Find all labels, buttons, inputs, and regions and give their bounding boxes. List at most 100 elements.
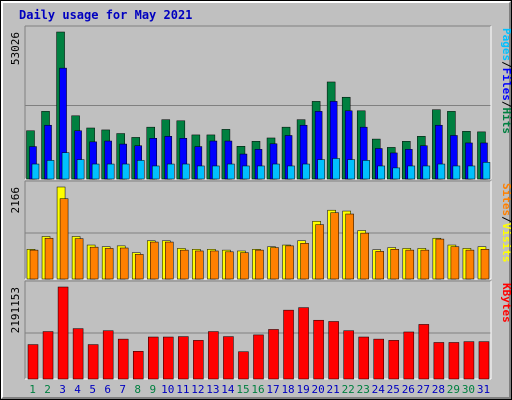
- panel-2-legend: Sites/Visits: [500, 183, 511, 263]
- sites-bar: [119, 247, 129, 280]
- day-label: 7: [119, 383, 126, 396]
- day-label: 29: [447, 383, 460, 396]
- legend-entry: Files: [500, 68, 511, 101]
- sites-bar: [180, 249, 189, 280]
- pages-bar: [287, 165, 295, 180]
- legend-entry: Pages: [500, 28, 511, 61]
- day-label: 30: [462, 383, 475, 396]
- kbytes-bar: [223, 336, 234, 380]
- sites-bar: [270, 247, 279, 280]
- pages-bar: [317, 159, 325, 180]
- kbytes-bar: [343, 330, 354, 380]
- pages-bar: [121, 163, 130, 180]
- panel-3-legend: KBytes: [500, 283, 511, 323]
- kbytes-bar: [298, 307, 309, 380]
- sites-bar: [465, 249, 475, 280]
- pages-bar: [467, 165, 476, 180]
- pages-bar: [76, 159, 85, 180]
- legend-entry: /: [500, 101, 511, 108]
- day-label: 22: [342, 383, 355, 396]
- pages-bar: [422, 165, 431, 180]
- panel-3-ymax-label: 2191153: [9, 287, 22, 333]
- sites-bar: [195, 250, 204, 280]
- pages-bar: [407, 165, 416, 180]
- pages-bar: [257, 165, 265, 180]
- sites-bar: [360, 232, 369, 280]
- day-label: 16: [251, 383, 264, 396]
- legend-entry: KBytes: [500, 283, 511, 323]
- pages-bar: [482, 162, 491, 180]
- kbytes-bar: [57, 286, 69, 380]
- pages-bar: [152, 165, 160, 180]
- pages-bar: [302, 163, 310, 180]
- pages-bar: [106, 163, 115, 180]
- pages-bar: [31, 163, 40, 180]
- pages-bar: [347, 159, 355, 180]
- legend-entry: /: [500, 216, 511, 223]
- kbytes-bar: [283, 309, 294, 380]
- sites-bar: [420, 249, 430, 280]
- pages-bar: [91, 163, 100, 180]
- day-label: 20: [312, 383, 325, 396]
- sites-bar: [165, 241, 174, 280]
- day-label: 27: [417, 383, 430, 396]
- sites-bar: [44, 237, 54, 280]
- sites-bar: [375, 251, 384, 280]
- day-label: 28: [432, 383, 445, 396]
- panel-1-legend: Pages/Files/Hits: [500, 28, 511, 134]
- legend-entry: Hits: [500, 108, 511, 135]
- pages-bar: [197, 165, 205, 180]
- kbytes-bar: [238, 351, 249, 380]
- sites-bar: [345, 213, 354, 280]
- kbytes-bar: [178, 336, 189, 380]
- panel-1-ymax-label: 53026: [9, 32, 22, 65]
- pages-bar: [182, 163, 190, 180]
- pages-bar: [167, 163, 175, 180]
- pages-bar: [377, 165, 385, 180]
- sites-bar: [435, 238, 445, 280]
- sites-bar: [89, 246, 99, 280]
- sites-bar: [134, 254, 144, 280]
- sites-bar: [150, 241, 159, 280]
- day-label: 6: [104, 383, 111, 396]
- pages-bar: [242, 165, 250, 180]
- kbytes-bar: [163, 336, 174, 380]
- day-label: 12: [191, 383, 204, 396]
- day-label: 1: [29, 383, 36, 396]
- sites-bar: [330, 212, 339, 280]
- kbytes-bar: [117, 338, 129, 380]
- day-label: 25: [387, 383, 400, 396]
- day-label: 26: [402, 383, 415, 396]
- day-label: 14: [221, 383, 235, 396]
- pages-bar: [332, 158, 340, 180]
- day-label: 2: [44, 383, 51, 396]
- sites-bar: [285, 245, 294, 280]
- day-label: 31: [477, 383, 490, 396]
- kbytes-bar: [463, 341, 475, 380]
- kbytes-bar: [478, 341, 490, 380]
- kbytes-bar: [268, 329, 279, 380]
- kbytes-bar: [87, 344, 99, 380]
- kbytes-bar: [27, 344, 39, 380]
- kbytes-bar: [418, 324, 430, 380]
- sites-bar: [255, 249, 264, 280]
- kbytes-bar: [403, 331, 415, 380]
- day-label: 9: [149, 383, 156, 396]
- sites-bar: [315, 224, 324, 280]
- sites-bar: [480, 249, 490, 280]
- day-label: 8: [134, 383, 141, 396]
- sites-bar: [405, 249, 415, 280]
- sites-bar: [104, 248, 114, 280]
- pages-bar: [272, 163, 280, 180]
- kbytes-bar: [72, 328, 84, 380]
- sites-bar: [300, 243, 309, 280]
- kbytes-bar: [208, 331, 219, 380]
- kbytes-bar: [433, 342, 445, 380]
- sites-bar: [59, 198, 69, 280]
- kbytes-bar: [253, 334, 264, 380]
- legend-entry: Sites: [500, 183, 511, 216]
- day-label: 21: [327, 383, 340, 396]
- kbytes-bar: [328, 321, 339, 380]
- kbytes-bar: [388, 340, 400, 380]
